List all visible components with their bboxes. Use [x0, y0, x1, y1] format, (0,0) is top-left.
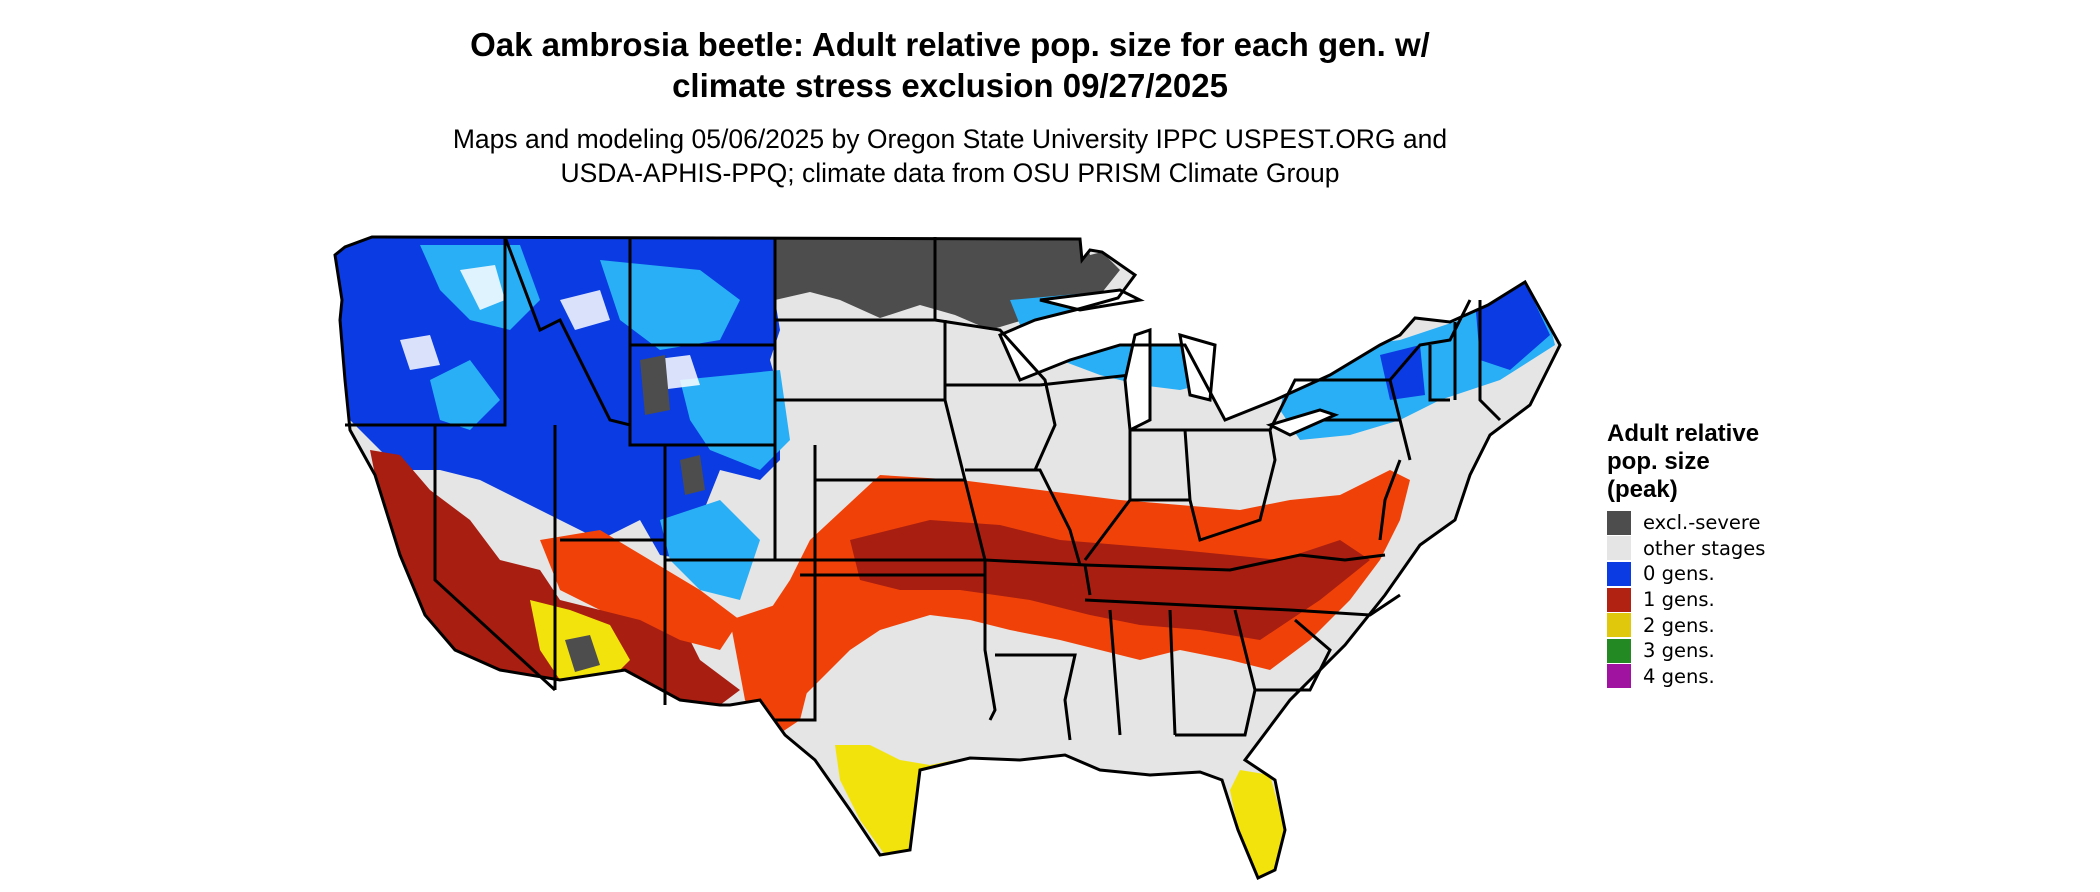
subtitle-line-2: USDA-APHIS-PPQ; climate data from OSU PR… [560, 158, 1340, 188]
region-white-patch-2 [560, 290, 610, 330]
region-severe-arizona [565, 635, 600, 672]
legend-title-line-1: Adult relative [1607, 420, 1760, 447]
legend-swatch [1607, 638, 1631, 663]
region-severe-wyoming [640, 355, 670, 415]
region-white-patch-4 [400, 335, 440, 370]
legend-item-excl-severe: excl.-severe [1607, 510, 1827, 536]
region-orange-southwest [540, 530, 740, 650]
border-line [1185, 428, 1277, 542]
border-line [1378, 459, 1402, 541]
border-line [1084, 553, 1386, 572]
border-line [433, 425, 557, 692]
subtitle-line-1: Maps and modeling 05/06/2025 by Oregon S… [452, 124, 1448, 154]
map-legend: Adult relative pop. size (peak) excl.-se… [1607, 420, 1827, 689]
legend-item-4-gens: 4 gens. [1607, 664, 1827, 690]
legend-swatch [1607, 587, 1631, 612]
lake-erie [1265, 408, 1340, 437]
legend-label: 3 gens. [1643, 639, 1715, 663]
border-line [1478, 300, 1502, 422]
legend-label: other stages [1643, 536, 1766, 560]
border-line [1039, 373, 1132, 561]
legend-swatch [1607, 536, 1631, 561]
map-subtitle: Maps and modeling 05/06/2025 by Oregon S… [0, 122, 1900, 190]
legend-item-1-gens: 1 gens. [1607, 587, 1827, 613]
border-line [1168, 609, 1177, 736]
border-line [1428, 345, 1450, 402]
border-line [995, 653, 1077, 741]
title-line-2: climate stress exclusion 09/27/2025 [672, 67, 1228, 104]
border-line [1175, 609, 1257, 737]
legend-swatch [1607, 561, 1631, 586]
region-lightblue-arizona [660, 500, 760, 600]
legend-swatch [1607, 510, 1631, 535]
border-line [965, 468, 1082, 566]
legend-title-line-2: pop. size [1607, 448, 1710, 475]
legend-item-2-gens: 2 gens. [1607, 612, 1827, 638]
region-lightblue-nw-4 [430, 360, 500, 430]
us-outline [333, 235, 1562, 881]
region-lightblue-nw-2 [600, 260, 740, 350]
region-yellow-florida [1230, 770, 1285, 878]
legend-swatch [1607, 613, 1631, 638]
lake-michigan [1123, 327, 1152, 433]
region-white-patch-1 [460, 265, 505, 310]
legend-label: 4 gens. [1643, 664, 1715, 688]
legend-items: excl.-severe other stages 0 gens. 1 gens… [1607, 510, 1827, 689]
legend-label: excl.-severe [1643, 511, 1761, 535]
map-title: Oak ambrosia beetle: Adult relative pop.… [0, 24, 1900, 106]
legend-label: 0 gens. [1643, 562, 1715, 586]
legend-label: 2 gens. [1643, 613, 1715, 637]
legend-title: Adult relative pop. size (peak) [1607, 420, 1827, 504]
title-line-1: Oak ambrosia beetle: Adult relative pop.… [470, 26, 1430, 63]
legend-swatch [1607, 664, 1631, 689]
lake-superior [1039, 288, 1145, 312]
region-darkred-core [850, 520, 1370, 640]
border-line [1388, 299, 1472, 381]
region-severe-colorado [680, 455, 705, 495]
region-red-southwest [370, 450, 740, 705]
border-line [934, 318, 1057, 471]
legend-label: 1 gens. [1643, 588, 1715, 612]
region-darkblue-maine [1475, 282, 1550, 370]
border-line [983, 560, 997, 721]
border-line [345, 237, 507, 427]
legend-item-0-gens: 0 gens. [1607, 561, 1827, 587]
border-line [1130, 428, 1192, 502]
border-line [1108, 609, 1122, 736]
border-line [1084, 593, 1401, 617]
map-regions [335, 237, 1555, 878]
legend-item-other-stages: other stages [1607, 536, 1827, 562]
legend-title-line-3: (peak) [1607, 476, 1678, 503]
legend-item-3-gens: 3 gens. [1607, 638, 1827, 664]
border-line [775, 560, 817, 722]
